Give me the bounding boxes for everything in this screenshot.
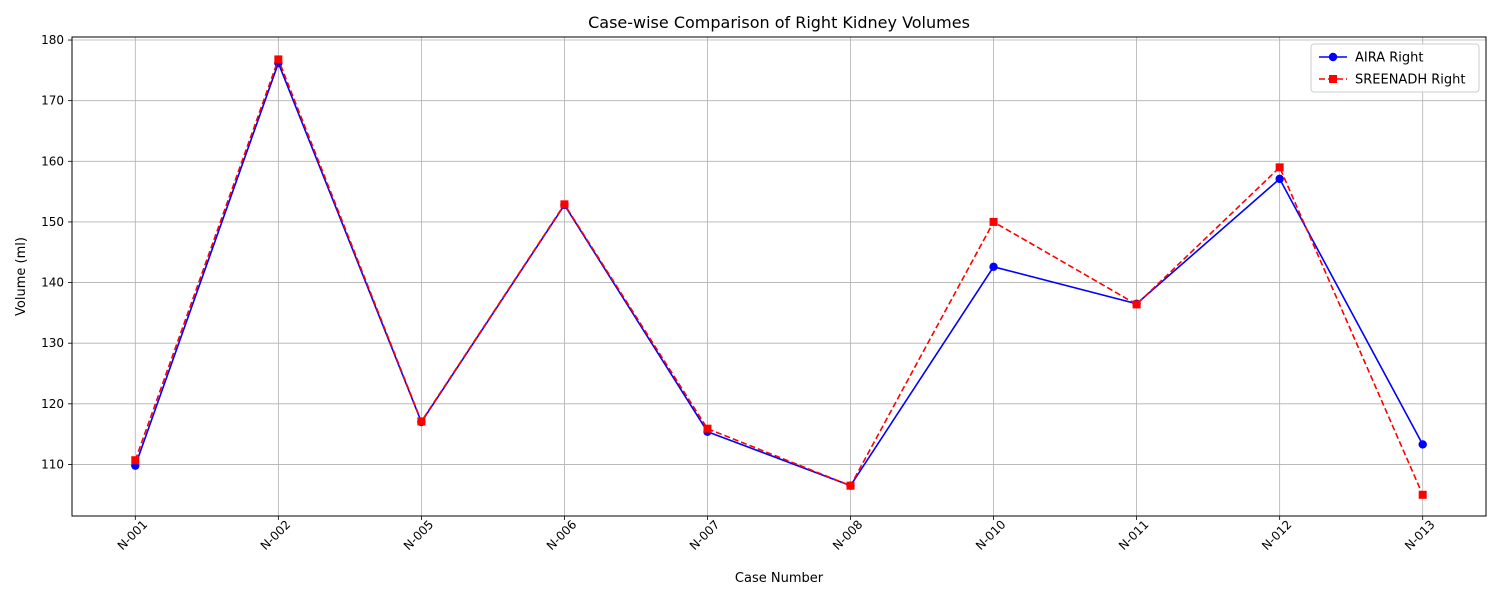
data-point <box>846 481 855 490</box>
y-tick-label: 180 <box>41 33 64 47</box>
chart-title: Case-wise Comparison of Right Kidney Vol… <box>588 13 970 32</box>
legend-marker-2 <box>1329 75 1337 83</box>
x-tick-label: N-013 <box>1402 517 1438 553</box>
data-point <box>1418 440 1427 449</box>
x-tick-label: N-012 <box>1259 517 1295 553</box>
y-axis-label: Volume (ml) <box>14 237 29 316</box>
series-layer <box>131 55 1427 499</box>
x-tick-label: N-010 <box>973 517 1009 553</box>
x-tick-label: N-005 <box>401 517 437 553</box>
legend-marker-1 <box>1328 52 1338 62</box>
y-tick-label: 170 <box>41 94 64 108</box>
x-tick-label: N-008 <box>830 517 866 553</box>
data-point <box>417 417 426 426</box>
legend-box <box>1310 43 1480 93</box>
y-axis: 110 120 130 140 150 160 170 180 <box>41 33 72 471</box>
data-point <box>1275 163 1284 172</box>
x-tick-label: N-002 <box>258 517 294 553</box>
x-axis: N-001 N-002 N-005 N-006 N-007 N-008 N-010 N-011… <box>115 516 1438 553</box>
data-point <box>989 262 998 271</box>
data-point <box>560 200 569 209</box>
x-axis-label: Case Number <box>735 571 824 586</box>
y-tick-label: 160 <box>41 154 64 168</box>
y-tick-label: 110 <box>41 457 64 471</box>
x-tick-label: N-011 <box>1116 517 1152 553</box>
y-tick-label: 140 <box>41 276 64 290</box>
x-tick-label: N-006 <box>544 517 580 553</box>
y-tick-label: 150 <box>41 215 64 229</box>
data-point <box>1418 490 1427 499</box>
grid <box>72 37 1486 516</box>
legend: AIRA Right SREENADH Right <box>1310 43 1480 93</box>
data-point <box>131 456 140 465</box>
legend-label-1: AIRA Right <box>1355 51 1424 66</box>
x-tick-label: N-001 <box>115 517 151 553</box>
data-point <box>1275 174 1284 184</box>
legend-label-2: SREENADH Right <box>1355 73 1465 88</box>
data-point <box>1132 300 1141 309</box>
series-line-2 <box>134 57 1424 496</box>
plot-area <box>71 36 1487 517</box>
x-tick-label: N-007 <box>687 517 723 553</box>
y-tick-label: 120 <box>41 397 64 411</box>
data-point <box>274 55 283 64</box>
data-point <box>703 424 712 433</box>
data-point <box>989 217 998 226</box>
y-tick-label: 130 <box>41 336 64 350</box>
series-line-1 <box>134 60 1424 487</box>
